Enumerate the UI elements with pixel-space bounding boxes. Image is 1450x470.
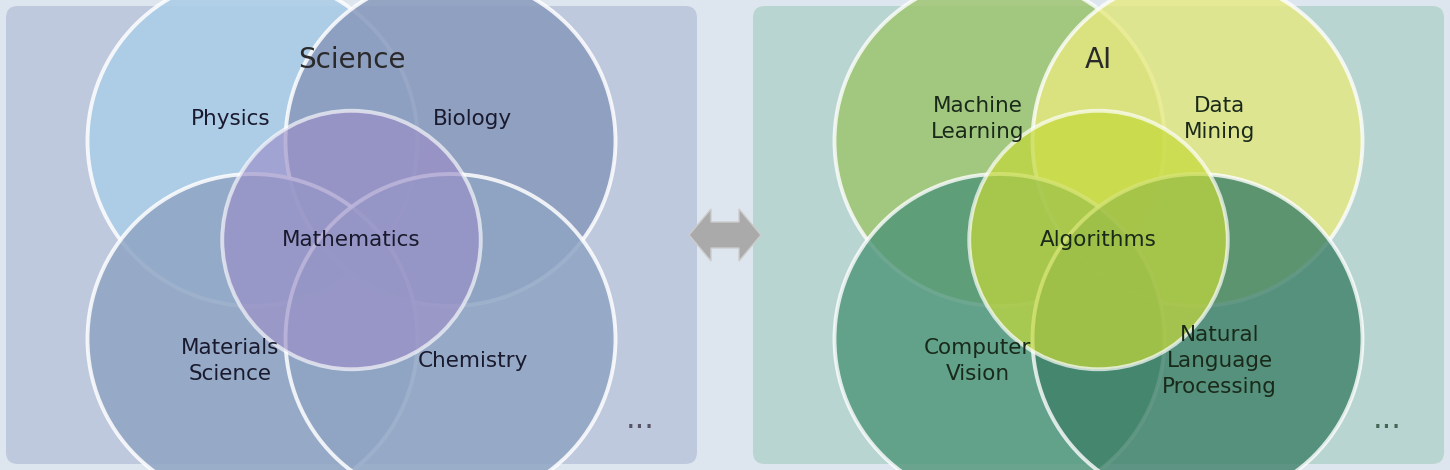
Text: AI: AI <box>1085 46 1112 74</box>
FancyBboxPatch shape <box>6 6 697 464</box>
Ellipse shape <box>1032 0 1363 306</box>
Text: ...: ... <box>1373 406 1402 434</box>
FancyBboxPatch shape <box>753 6 1444 464</box>
Text: Algorithms: Algorithms <box>1040 230 1157 250</box>
Text: Biology: Biology <box>434 109 512 129</box>
Text: Natural
Language
Processing: Natural Language Processing <box>1161 325 1277 397</box>
Ellipse shape <box>87 0 418 306</box>
Text: Chemistry: Chemistry <box>418 351 528 371</box>
Text: ...: ... <box>625 406 654 434</box>
Ellipse shape <box>835 174 1164 470</box>
Ellipse shape <box>969 111 1228 369</box>
Text: Mathematics: Mathematics <box>283 230 420 250</box>
Polygon shape <box>689 209 761 261</box>
Ellipse shape <box>222 111 481 369</box>
Ellipse shape <box>1032 174 1363 470</box>
Text: Physics: Physics <box>191 109 270 129</box>
Text: Materials
Science: Materials Science <box>181 338 280 384</box>
Text: Science: Science <box>297 46 405 74</box>
Text: Data
Mining: Data Mining <box>1183 96 1256 142</box>
Ellipse shape <box>87 174 418 470</box>
Ellipse shape <box>286 174 615 470</box>
Text: Machine
Learning: Machine Learning <box>931 96 1024 142</box>
Ellipse shape <box>286 0 615 306</box>
Text: Computer
Vision: Computer Vision <box>924 338 1031 384</box>
Ellipse shape <box>835 0 1164 306</box>
